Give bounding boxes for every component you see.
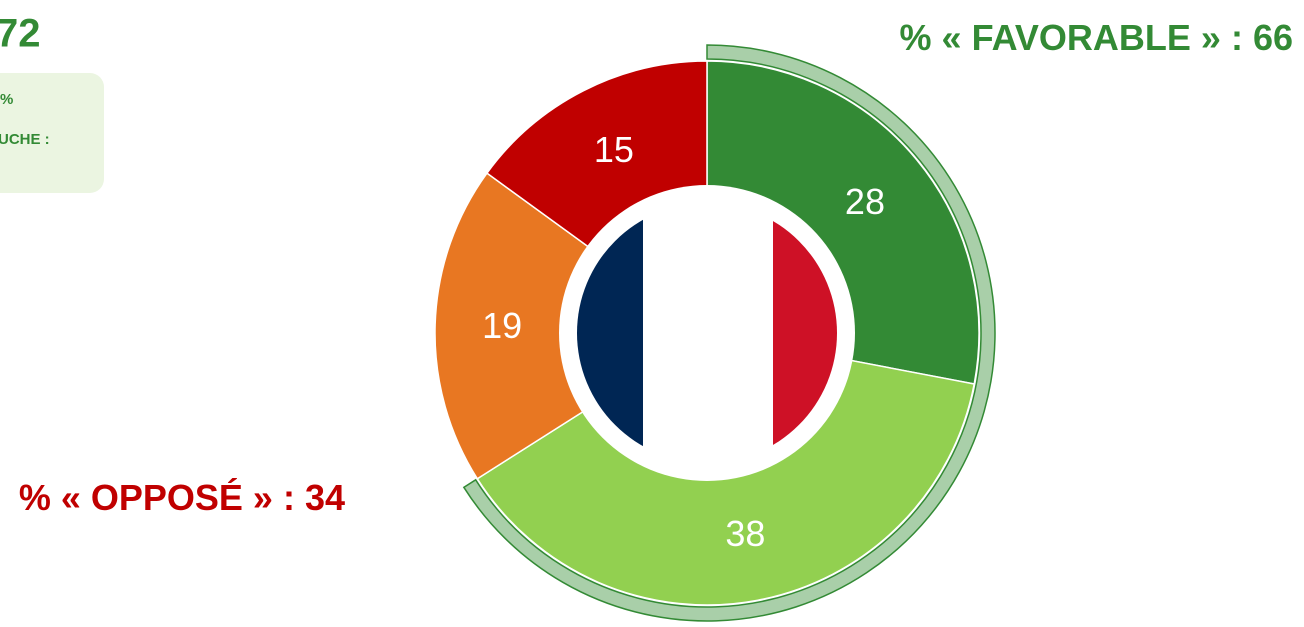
flag-white-stripe: [643, 203, 773, 463]
side-line: %: [0, 91, 13, 108]
slice-label: 38: [725, 513, 765, 554]
slice-label: 28: [845, 181, 885, 222]
side-panel: [0, 73, 104, 193]
annotation-text: % « FAVORABLE » :: [900, 17, 1243, 58]
annotation: % « OPPOSÉ » : 34: [19, 477, 345, 518]
annotation: % « FAVORABLE » : 66: [900, 17, 1293, 58]
favorable-arc: [462, 44, 996, 622]
annotation-text: % « OPPOSÉ » :: [19, 477, 295, 518]
flag-inner: [577, 203, 837, 463]
annotation-value: 66: [1253, 17, 1293, 58]
slice-label: 15: [594, 129, 634, 170]
side-number: 72: [0, 12, 41, 56]
annotation-value: 34: [305, 477, 345, 518]
slice-label: 19: [482, 305, 522, 346]
side-line: UCHE :: [0, 131, 50, 148]
